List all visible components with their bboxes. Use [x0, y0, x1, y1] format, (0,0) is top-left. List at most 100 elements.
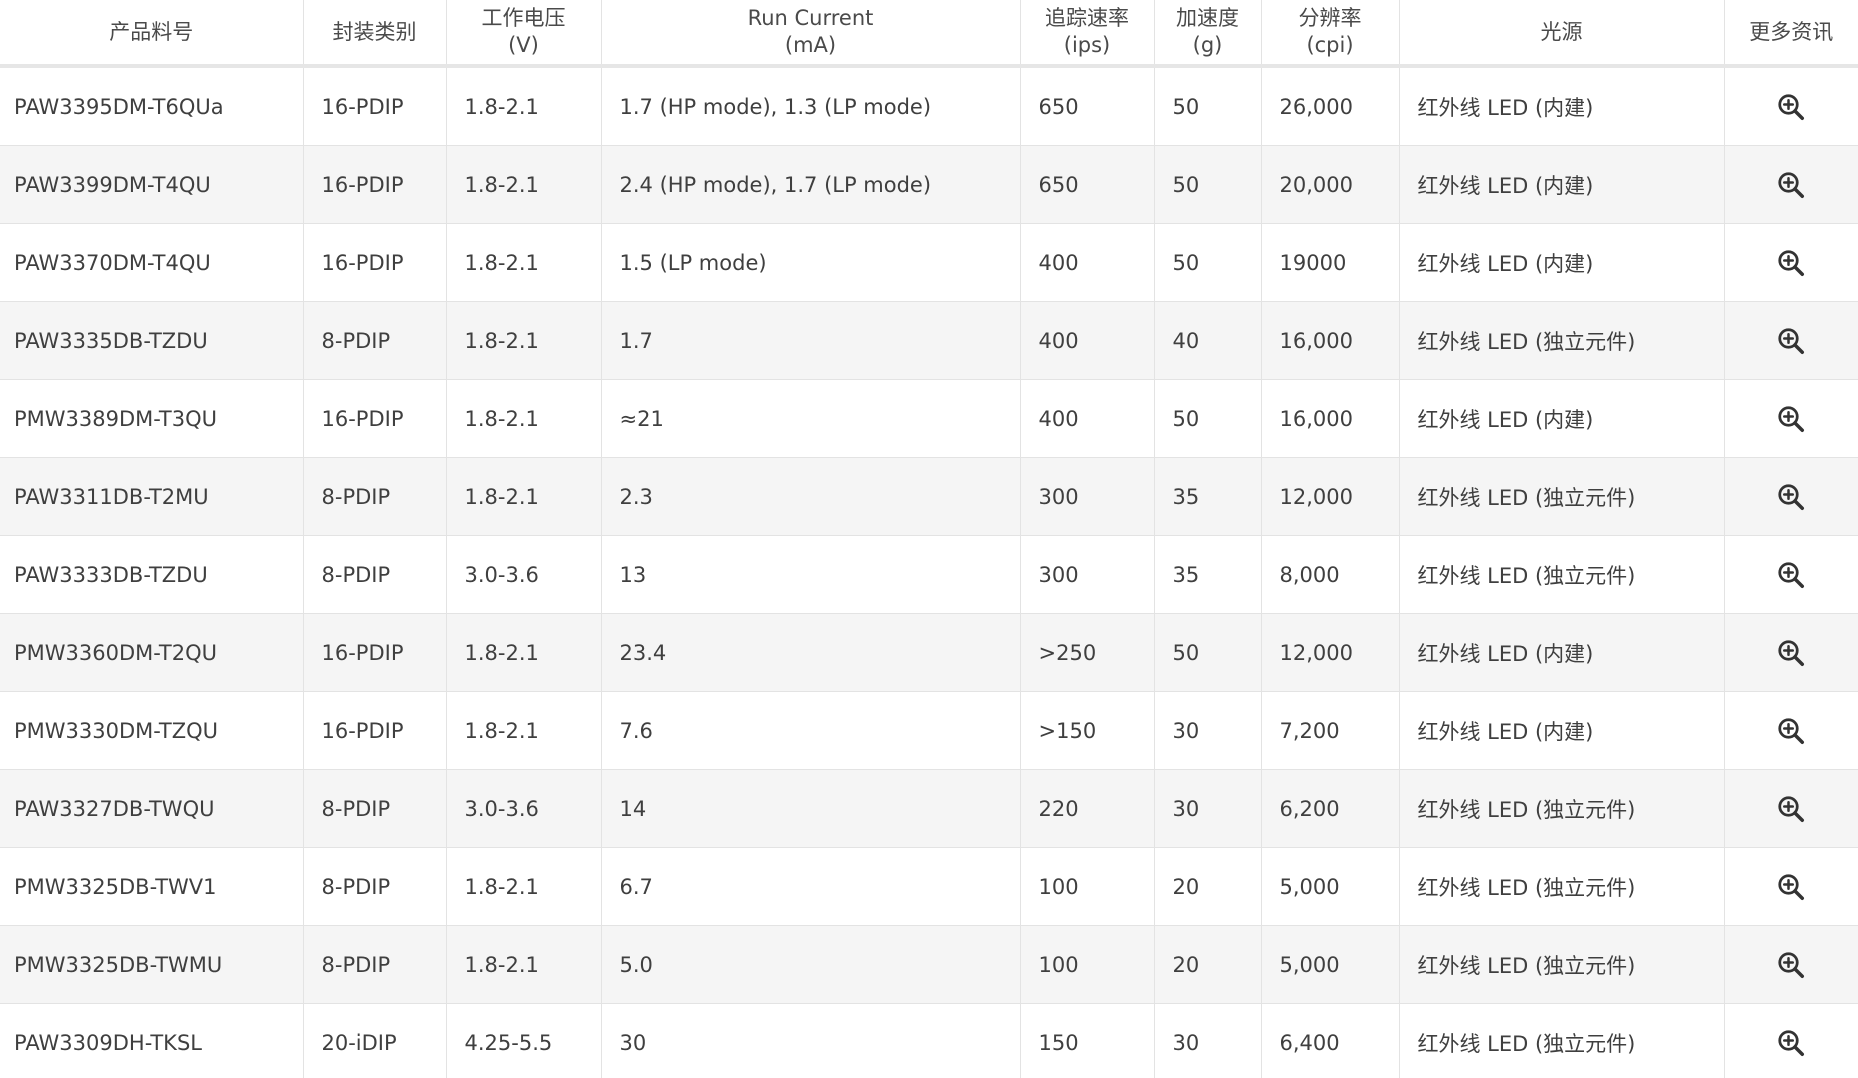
cell-more-info — [1724, 613, 1858, 692]
cell-package: 8-PDIP — [303, 925, 447, 1004]
zoom-in-icon[interactable] — [1776, 248, 1806, 278]
header-unit: (cpi) — [1306, 33, 1354, 57]
cell-run-current: 1.7 — [601, 301, 1021, 380]
cell-tracking-speed: 150 — [1020, 1003, 1155, 1078]
cell-tracking-speed: 100 — [1020, 847, 1155, 926]
cell-voltage: 1.8-2.1 — [446, 847, 602, 926]
zoom-in-icon[interactable] — [1776, 326, 1806, 356]
zoom-in-icon[interactable] — [1776, 872, 1806, 902]
cell-acceleration: 30 — [1154, 1003, 1262, 1078]
cell-package: 16-PDIP — [303, 379, 447, 458]
cell-part-number: PAW3309DH-TKSL — [0, 1003, 304, 1078]
table-body: PAW3395DM-T6QUa 16-PDIP 1.8-2.1 1.7 (HP mod… — [0, 66, 1858, 1078]
table-row: PAW3370DM-T4QU 16-PDIP 1.8-2.1 1.5 (LP mode… — [0, 223, 1858, 302]
header-label: 封装类别 — [332, 19, 417, 44]
header-label: 追踪速率 — [1045, 6, 1129, 30]
cell-acceleration: 50 — [1154, 145, 1262, 224]
zoom-in-icon[interactable] — [1776, 716, 1806, 746]
cell-voltage: 1.8-2.1 — [446, 457, 602, 536]
cell-more-info — [1724, 925, 1858, 1004]
cell-more-info — [1724, 379, 1858, 458]
cell-run-current: 6.7 — [601, 847, 1021, 926]
cell-part-number: PAW3335DB-TZDU — [0, 301, 304, 380]
cell-resolution: 7,200 — [1261, 691, 1400, 770]
cell-acceleration: 20 — [1154, 925, 1262, 1004]
cell-more-info — [1724, 847, 1858, 926]
cell-acceleration: 35 — [1154, 457, 1262, 536]
cell-acceleration: 50 — [1154, 613, 1262, 692]
cell-part-number: PAW3327DB-TWQU — [0, 769, 304, 848]
zoom-in-icon[interactable] — [1776, 560, 1806, 590]
zoom-in-icon[interactable] — [1776, 950, 1806, 980]
cell-voltage: 1.8-2.1 — [446, 223, 602, 302]
cell-run-current: 2.3 — [601, 457, 1021, 536]
header-unit: (V) — [508, 33, 539, 57]
cell-package: 16-PDIP — [303, 613, 447, 692]
cell-light-source: 红外线 LED (独立元件) — [1399, 535, 1725, 614]
cell-voltage: 1.8-2.1 — [446, 379, 602, 458]
cell-tracking-speed: 400 — [1020, 379, 1155, 458]
cell-run-current: 30 — [601, 1003, 1021, 1078]
cell-run-current: 2.4 (HP mode), 1.7 (LP mode) — [601, 145, 1021, 224]
zoom-in-icon[interactable] — [1776, 170, 1806, 200]
cell-light-source: 红外线 LED (内建) — [1399, 691, 1725, 770]
table-row: PMW3360DM-T2QU 16-PDIP 1.8-2.1 23.4 >250 50 12… — [0, 613, 1858, 692]
cell-package: 20-iDIP — [303, 1003, 447, 1078]
cell-light-source: 红外线 LED (独立元件) — [1399, 457, 1725, 536]
zoom-in-icon[interactable] — [1776, 794, 1806, 824]
cell-light-source: 红外线 LED (内建) — [1399, 145, 1725, 224]
table-row: PMW3325DB-TWV1 8-PDIP 1.8-2.1 6.7 100 20 5,000… — [0, 847, 1858, 926]
cell-acceleration: 50 — [1154, 223, 1262, 302]
zoom-in-icon[interactable] — [1776, 404, 1806, 434]
cell-run-current: 14 — [601, 769, 1021, 848]
cell-resolution: 8,000 — [1261, 535, 1400, 614]
cell-package: 8-PDIP — [303, 769, 447, 848]
cell-acceleration: 35 — [1154, 535, 1262, 614]
cell-acceleration: 50 — [1154, 66, 1262, 146]
cell-more-info — [1724, 691, 1858, 770]
column-header-run-current: Run Current (mA) — [601, 0, 1021, 68]
zoom-in-icon[interactable] — [1776, 638, 1806, 668]
column-header-tracking-speed: 追踪速率 (ips) — [1020, 0, 1155, 68]
cell-voltage: 4.25-5.5 — [446, 1003, 602, 1078]
cell-light-source: 红外线 LED (内建) — [1399, 223, 1725, 302]
header-label: 更多资讯 — [1749, 19, 1834, 44]
header-label: 加速度 — [1176, 6, 1239, 30]
table-row: PAW3309DH-TKSL 20-iDIP 4.25-5.5 30 150 30 6,40… — [0, 1003, 1858, 1078]
cell-package: 8-PDIP — [303, 847, 447, 926]
column-header-more-info: 更多资讯 — [1724, 0, 1858, 68]
table-row: PAW3395DM-T6QUa 16-PDIP 1.8-2.1 1.7 (HP mod… — [0, 66, 1858, 146]
cell-acceleration: 50 — [1154, 379, 1262, 458]
header-unit: (ips) — [1063, 33, 1111, 57]
cell-package: 16-PDIP — [303, 145, 447, 224]
cell-tracking-speed: >150 — [1020, 691, 1155, 770]
zoom-in-icon[interactable] — [1776, 1028, 1806, 1058]
cell-part-number: PMW3389DM-T3QU — [0, 379, 304, 458]
cell-acceleration: 30 — [1154, 691, 1262, 770]
cell-voltage: 1.8-2.1 — [446, 301, 602, 380]
cell-light-source: 红外线 LED (独立元件) — [1399, 301, 1725, 380]
cell-tracking-speed: 650 — [1020, 145, 1155, 224]
cell-resolution: 6,400 — [1261, 1003, 1400, 1078]
cell-run-current: 1.5 (LP mode) — [601, 223, 1021, 302]
column-header-light-source: 光源 — [1399, 0, 1725, 68]
cell-resolution: 19000 — [1261, 223, 1400, 302]
zoom-in-icon[interactable] — [1776, 92, 1806, 122]
header-label: 产品料号 — [109, 19, 194, 44]
table-row: PMW3389DM-T3QU 16-PDIP 1.8-2.1 ≈21 400 50 16,0… — [0, 379, 1858, 458]
zoom-in-icon[interactable] — [1776, 482, 1806, 512]
cell-package: 8-PDIP — [303, 535, 447, 614]
header-row: 产品料号 封装类别 工作电压 (V) Run Current (mA) 追踪速率… — [0, 0, 1858, 68]
header-label: Run Current — [747, 6, 874, 30]
cell-voltage: 1.8-2.1 — [446, 145, 602, 224]
cell-voltage: 1.8-2.1 — [446, 613, 602, 692]
table-row: PAW3311DB-T2MU 8-PDIP 1.8-2.1 2.3 300 35 12,00… — [0, 457, 1858, 536]
cell-more-info — [1724, 769, 1858, 848]
cell-package: 16-PDIP — [303, 691, 447, 770]
cell-tracking-speed: 220 — [1020, 769, 1155, 848]
cell-run-current: 5.0 — [601, 925, 1021, 1004]
cell-light-source: 红外线 LED (内建) — [1399, 613, 1725, 692]
table-row: PMW3325DB-TWMU 8-PDIP 1.8-2.1 5.0 100 20 5,000… — [0, 925, 1858, 1004]
